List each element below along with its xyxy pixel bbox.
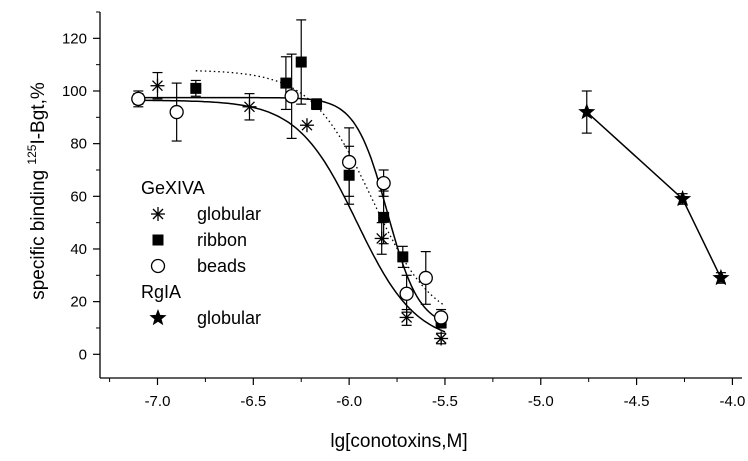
- y-tick-label: 0: [79, 346, 87, 363]
- y-axis-label-suffix: I-Bgt,%: [28, 82, 49, 144]
- legend-item-label: beads: [197, 256, 246, 276]
- y-tick-label: 80: [70, 136, 87, 153]
- y-axis-label-sup: 125: [25, 144, 39, 164]
- ribbon-point: [378, 211, 390, 223]
- y-tick-label: 120: [62, 30, 87, 47]
- y-tick-label: 40: [70, 241, 87, 258]
- x-tick-label: -5.5: [432, 393, 458, 410]
- ribbon-point: [311, 98, 323, 110]
- rgia-globular-series: [578, 90, 730, 286]
- x-tick-label: -7.0: [145, 393, 171, 410]
- legend-group-title: GeXIVA: [141, 178, 205, 198]
- x-axis-label: lg[conotoxins,M]: [330, 431, 467, 452]
- legend-marker: [150, 258, 166, 274]
- beads-point: [418, 270, 433, 286]
- ribbon-point: [295, 56, 307, 68]
- rgia-globular-connector-line: [586, 111, 722, 279]
- tick-labels: -7.0 -6.5 -6.0 -5.5 -5.0 -4.5 -4.0 0 20 40 60 80 100…: [62, 30, 745, 410]
- legend-group-title: RgIA: [141, 282, 181, 302]
- ribbon-point: [397, 251, 409, 263]
- rgia-globular-point: [578, 103, 596, 120]
- axes: [93, 11, 742, 385]
- y-tick-label: 60: [70, 188, 87, 205]
- legend-item-label: globular: [197, 204, 261, 224]
- beads-series: [131, 53, 449, 326]
- globular-point: [434, 331, 449, 346]
- x-tick-label: -5.0: [528, 393, 554, 410]
- ribbon-point: [190, 82, 202, 94]
- beads-point: [169, 104, 184, 120]
- beads-point: [399, 286, 414, 301]
- x-tick-label: -6.5: [240, 393, 266, 410]
- globular-point: [299, 118, 314, 133]
- rgia-globular-point: [712, 268, 730, 286]
- legend: GeXIVA globular ribbon beads RgIA globular: [141, 178, 261, 328]
- data-series: [131, 19, 730, 346]
- y-tick-label: 100: [62, 83, 87, 100]
- rgia-globular-point: [674, 189, 692, 207]
- ribbon-series: [190, 19, 447, 329]
- beads-point: [131, 91, 146, 107]
- x-tick-label: -4.0: [719, 393, 745, 410]
- y-axis-label-prefix: specific binding: [28, 165, 49, 300]
- ribbon-point: [280, 77, 292, 89]
- globular-point: [150, 78, 165, 93]
- legend-item-label: ribbon: [197, 230, 247, 250]
- y-tick-label: 20: [70, 294, 87, 311]
- beads-point: [341, 154, 357, 170]
- legend-marker: [152, 234, 164, 246]
- legend-marker: [151, 207, 165, 221]
- globular-point: [242, 99, 257, 114]
- beads-point: [433, 310, 449, 325]
- legend-item-label: globular: [197, 308, 261, 328]
- y-axis-label: specific binding 125I-Bgt,%: [25, 82, 49, 300]
- beads-point: [376, 176, 391, 191]
- beads-point: [284, 89, 299, 104]
- x-tick-label: -4.5: [624, 393, 650, 410]
- x-tick-label: -6.0: [336, 393, 362, 410]
- legend-marker: [149, 309, 167, 326]
